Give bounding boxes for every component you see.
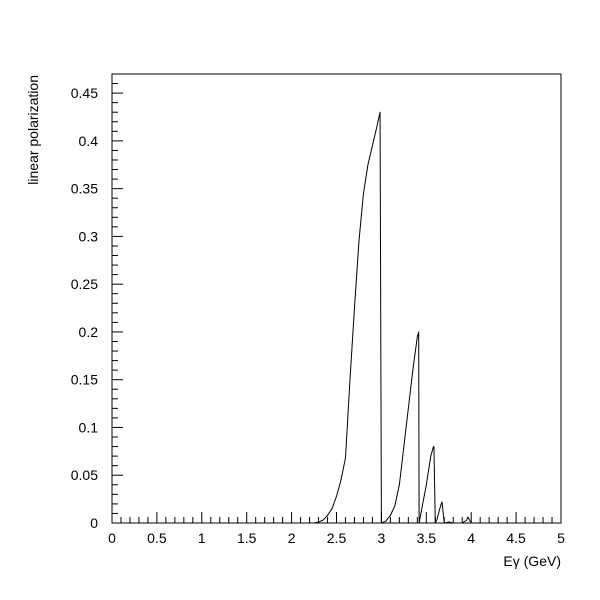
y-tick-label: 0.05 [71, 467, 98, 483]
x-tick-label: 2.5 [327, 530, 347, 546]
y-tick-label: 0.25 [71, 276, 98, 292]
x-tick-label: 1 [198, 530, 206, 546]
x-tick-label: 4.5 [506, 530, 526, 546]
axes-layer [111, 73, 562, 524]
y-axis-title: linear polarization [25, 75, 41, 185]
x-tick-label: 4 [467, 530, 475, 546]
y-tick-label: 0.45 [71, 85, 98, 101]
x-tick-label: 3 [378, 530, 386, 546]
x-tick-label: 1.5 [237, 530, 257, 546]
series-layer [112, 111, 561, 524]
x-tick-label: 3.5 [417, 530, 437, 546]
plot-frame [111, 73, 562, 524]
x-tick-label: 0.5 [147, 530, 167, 546]
y-tick-label: 0.35 [71, 181, 98, 197]
x-tick-label: 2 [288, 530, 296, 546]
y-tick-label: 0.15 [71, 372, 98, 388]
x-tick-label: 5 [557, 530, 565, 546]
tick-labels-layer: 0 0.5 1 1.5 2 2.5 3 3.5 4 4.5 5 0 0.05 0.1 0.15 0.2 0.25… [71, 85, 565, 546]
x-axis-title: Eγ (GeV) [503, 553, 561, 569]
y-tick-label: 0.4 [79, 133, 99, 149]
y-tick-label: 0.2 [79, 324, 99, 340]
x-tick-label: 0 [108, 530, 116, 546]
y-tick-label: 0.1 [79, 419, 99, 435]
series-line-0 [112, 111, 561, 524]
ticks-layer [111, 83, 562, 524]
y-tick-label: 0 [90, 515, 98, 531]
y-tick-label: 0.3 [79, 228, 99, 244]
